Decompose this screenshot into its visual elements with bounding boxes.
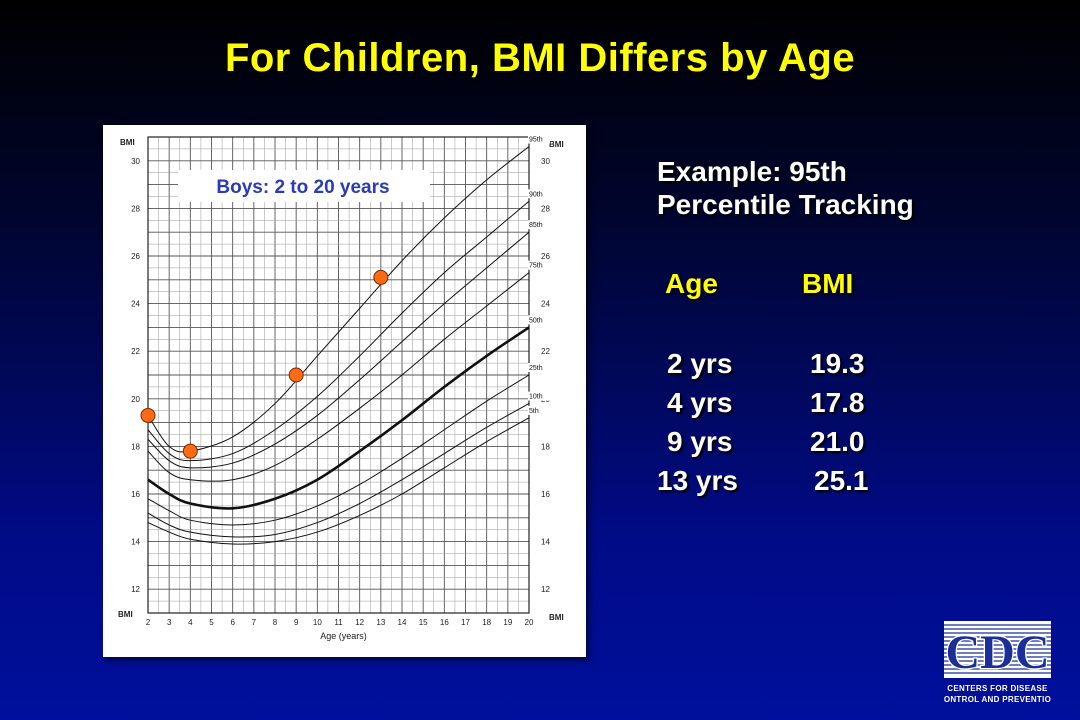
bmi-growth-chart: 1212141416161818202022222424262628283030… (103, 125, 586, 657)
example-heading: Example: 95th Percentile Tracking (657, 155, 914, 221)
row-age: 4 yrs (667, 387, 733, 418)
x-tick-label: 11 (334, 618, 343, 627)
series-label-bg-50th (528, 315, 550, 325)
y-tick-label-right: 12 (541, 585, 550, 594)
highlight-point (140, 407, 156, 423)
row-bmi: 21.0 (810, 426, 865, 457)
x-tick-label: 10 (313, 618, 322, 627)
col-header-bmi: BMI (802, 268, 854, 299)
x-tick-label: 8 (273, 618, 278, 627)
series-label-bg-5th (528, 405, 550, 415)
series-label-95th: 95th (529, 137, 543, 144)
highlight-point (373, 269, 389, 285)
cdc-letters: CDC (946, 626, 1050, 679)
x-tick-label: 2 (146, 618, 151, 627)
series-line-75th (147, 272, 530, 482)
y-tick-label-right: 24 (541, 300, 550, 309)
y-tick-label-left: 18 (131, 442, 140, 451)
series-label-bg-90th (528, 189, 550, 199)
chart-svg: 1212141416161818202022222424262628283030… (118, 134, 564, 641)
series-label-85th: 85th (529, 222, 543, 229)
series-label-5th: 5th (529, 408, 539, 415)
y-tick-label-left: 22 (131, 347, 140, 356)
y-axis-label-right-top: BMI (549, 140, 564, 149)
slide-title: For Children, BMI Differs by Age (224, 36, 856, 80)
series-line-5th (147, 417, 530, 545)
series-label-bg-25th (528, 363, 550, 372)
y-tick-label-right: 14 (541, 538, 550, 547)
x-tick-label: 5 (209, 618, 214, 627)
row-age: 2 yrs (667, 348, 733, 379)
y-axis-label-right-bottom: BMI (549, 613, 564, 622)
cdc-line2: Control and Prevention (944, 695, 1051, 704)
y-tick-label-right: 16 (541, 490, 550, 499)
y-tick-label-left: 14 (131, 538, 140, 547)
series-line-85th (147, 231, 530, 469)
x-tick-label: 13 (376, 618, 385, 627)
cdc-logo: CDC Centers for Disease Control and Prev… (938, 621, 1057, 705)
series-label-50th: 50th (529, 317, 543, 324)
series-label-75th: 75th (529, 263, 543, 270)
y-tick-label-left: 20 (131, 395, 140, 404)
series-line-25th (147, 374, 530, 526)
series-label-bg-85th (528, 220, 550, 230)
series-label-25th: 25th (529, 365, 543, 372)
row-bmi: 17.8 (810, 387, 865, 418)
row-bmi: 19.3 (810, 348, 865, 379)
x-tick-label: 4 (188, 618, 193, 627)
x-tick-label: 18 (482, 618, 491, 627)
highlight-point (182, 443, 198, 459)
series-line-10th (147, 403, 530, 538)
x-tick-label: 20 (525, 618, 534, 627)
x-tick-label: 16 (440, 618, 449, 627)
row-bmi: 25.1 (814, 465, 869, 496)
inset-label-bg (178, 170, 430, 202)
x-tick-label: 6 (230, 618, 235, 627)
series-label-10th: 10th (529, 394, 543, 401)
y-tick-label-left: 28 (131, 204, 140, 213)
x-axis-label: Age (years) (320, 631, 367, 641)
y-tick-label-left: 12 (131, 585, 140, 594)
x-tick-label: 17 (461, 618, 470, 627)
x-tick-label: 19 (503, 618, 512, 627)
row-age: 9 yrs (667, 426, 733, 457)
series-line-50th (147, 326, 530, 510)
series-line-95th (147, 146, 530, 453)
y-tick-label-left: 26 (131, 252, 140, 261)
series-label-bg-95th (528, 134, 550, 144)
row-age: 13 yrs (657, 465, 738, 496)
y-axis-label-left-top: BMI (120, 138, 135, 147)
inset-label: Boys: 2 to 20 years (216, 177, 389, 198)
example-heading-line2: Percentile Tracking (657, 189, 914, 220)
y-tick-label-right: 18 (541, 442, 550, 451)
cdc-logo-mark: CDC Centers for Disease Control and Prev… (938, 621, 1057, 704)
x-tick-label: 7 (252, 618, 257, 627)
x-tick-label: 9 (294, 618, 299, 627)
x-tick-label: 15 (419, 618, 428, 627)
series-line-90th (147, 200, 530, 462)
example-heading-line1: Example: 95th (657, 156, 847, 187)
y-tick-label-left: 24 (131, 300, 140, 309)
plot-frame (147, 136, 530, 614)
y-tick-label-left: 30 (131, 157, 140, 166)
y-tick-label-right: 22 (541, 347, 550, 356)
y-tick-label-left: 16 (131, 490, 140, 499)
x-tick-label: 12 (355, 618, 364, 627)
series-label-90th: 90th (529, 191, 543, 198)
cdc-line1: Centers for Disease (947, 684, 1048, 693)
y-tick-label-right: 30 (541, 157, 550, 166)
highlight-point (288, 367, 304, 383)
y-tick-label-right: 26 (541, 252, 550, 261)
x-tick-label: 14 (398, 618, 407, 627)
y-axis-label-left-bottom: BMI (118, 610, 133, 619)
col-header-age: Age (665, 268, 718, 299)
series-label-bg-75th (528, 260, 550, 270)
series-label-bg-10th (528, 391, 550, 401)
x-tick-label: 3 (167, 618, 172, 627)
y-tick-label-right: 28 (541, 204, 550, 213)
